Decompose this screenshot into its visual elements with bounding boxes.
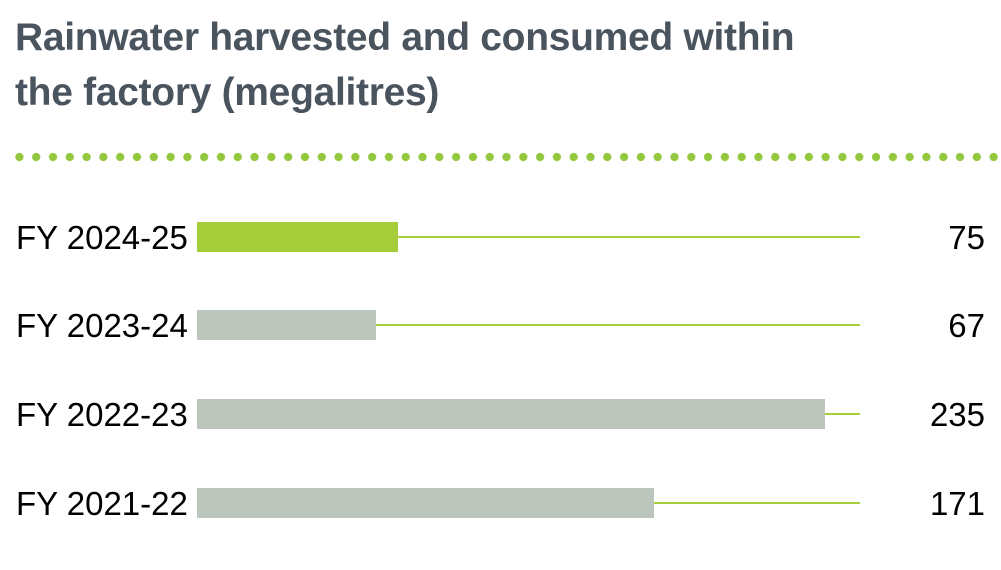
chart-row: FY 2021-22 171 [0,485,1001,522]
chart-row: FY 2024-25 75 [0,219,1001,256]
bar-fy-2022-23 [197,399,825,429]
chart-title-line1: Rainwater harvested and consumed within [15,16,795,59]
value-label: 75 [948,219,985,256]
axis-line [197,324,860,326]
category-label: FY 2022-23 [16,396,188,433]
value-label: 235 [929,396,985,433]
bar-fy-2021-22 [197,488,654,518]
bar-fy-2023-24 [197,310,376,340]
category-label: FY 2021-22 [16,485,188,522]
category-label: FY 2023-24 [16,307,188,344]
dotted-separator [15,152,1001,162]
chart-row: FY 2022-23 235 [0,396,1001,433]
category-label: FY 2024-25 [16,219,188,256]
chart-row: FY 2023-24 67 [0,307,1001,344]
bar-fy-2024-25 [197,222,398,252]
value-label: 171 [929,485,985,522]
value-label: 67 [948,307,985,344]
chart-title-line2: the factory (megalitres) [15,71,440,114]
chart-title: Rainwater harvested and consumed within … [15,10,795,120]
axis-line [197,236,860,238]
